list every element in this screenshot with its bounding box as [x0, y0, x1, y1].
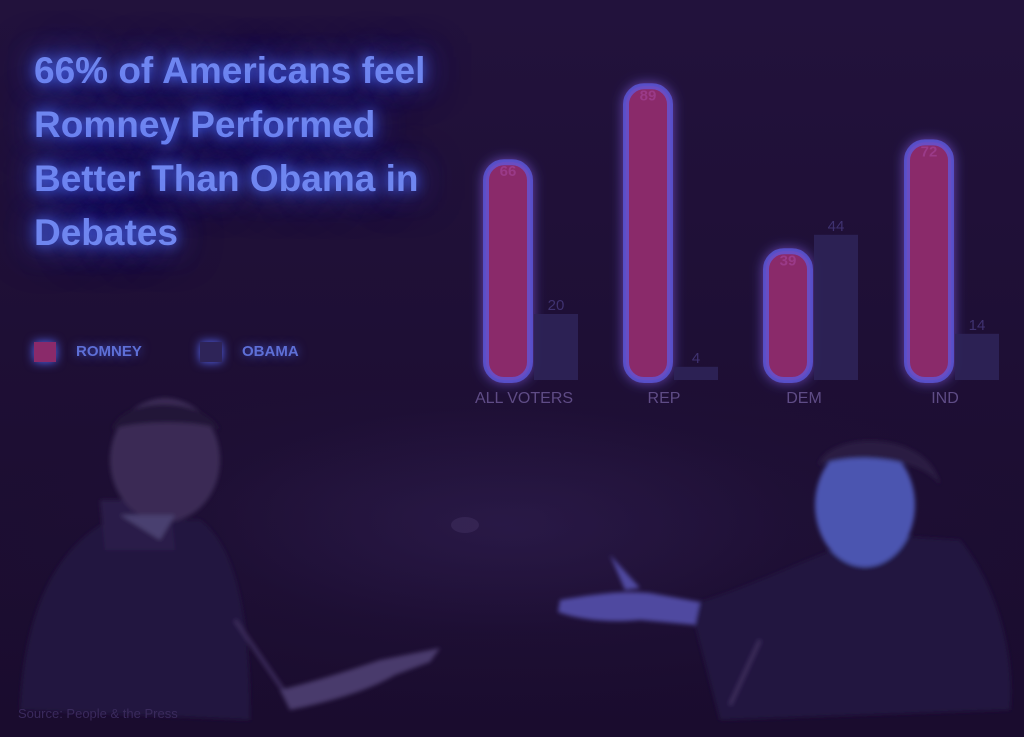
bar-romney-dem	[763, 248, 813, 383]
debate-photo	[0, 390, 1024, 737]
source-note: Source: People & the Press	[18, 706, 178, 721]
bar-obama-rep	[674, 366, 718, 380]
debate-photo-illustration	[0, 390, 1024, 737]
headline: 66% of Americans feel Romney Performed B…	[34, 50, 426, 253]
value-label-romney-rep: 89	[640, 87, 657, 104]
bar-obama-all-voters	[534, 314, 578, 380]
legend-swatch-obama	[200, 342, 222, 362]
background-light	[451, 517, 479, 533]
bar-obama-ind	[955, 333, 999, 380]
category-label-rep: REP	[648, 390, 681, 407]
category-label-all-voters: ALL VOTERS	[475, 390, 573, 407]
value-label-obama-all-voters: 20	[548, 297, 565, 314]
value-label-obama-rep: 4	[692, 350, 700, 367]
value-label-obama-dem: 44	[828, 218, 845, 235]
bar-chart-svg: 66 20 ALL VOTERS 89 4 REP 39 44 DEM 72 14 IND	[475, 83, 999, 407]
left-speaker-figure	[20, 398, 440, 720]
legend-swatch-romney	[34, 342, 56, 362]
right-speaker-figure	[558, 440, 1011, 720]
bar-obama-dem	[814, 234, 858, 380]
value-label-romney-ind: 72	[921, 143, 938, 160]
value-label-obama-ind: 14	[969, 317, 986, 334]
value-label-romney-all-voters: 66	[500, 163, 517, 180]
bar-chart: 66 20 ALL VOTERS 89 4 REP 39 44 DEM 72 14 IND	[440, 30, 1024, 420]
bar-romney-rep	[623, 83, 673, 384]
category-label-dem: DEM	[786, 390, 822, 407]
bar-romney-all-voters	[483, 159, 533, 383]
bar-romney-ind	[904, 139, 954, 384]
legend-label-romney: ROMNEY	[76, 343, 142, 360]
legend-label-obama: OBAMA	[242, 343, 299, 360]
value-label-romney-dem: 39	[780, 252, 797, 269]
legend: ROMNEY OBAMA	[34, 338, 354, 366]
category-label-ind: IND	[931, 390, 959, 407]
